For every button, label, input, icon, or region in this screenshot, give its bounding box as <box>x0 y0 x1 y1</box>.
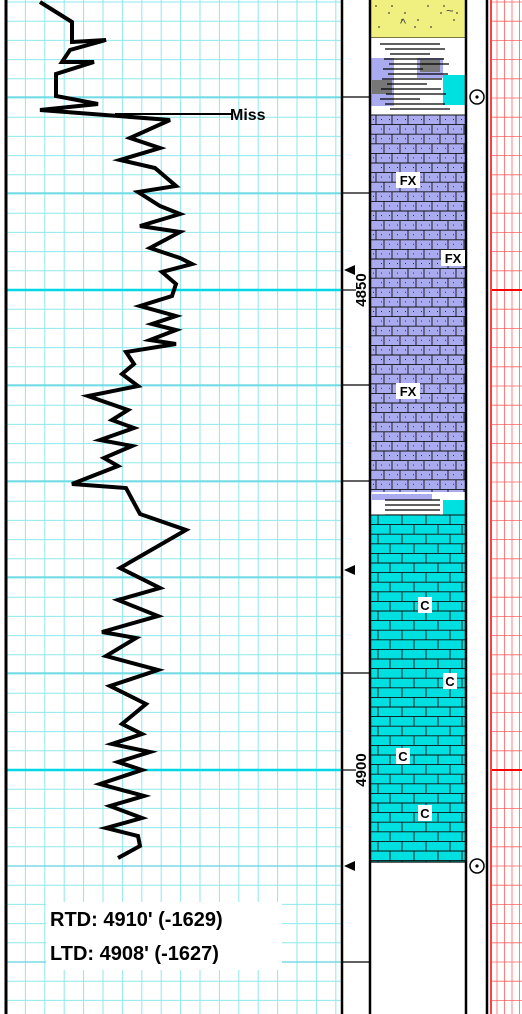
lithology-column: ^~ <box>370 0 466 863</box>
circle-markers <box>469 89 485 874</box>
depth-label-4900: 4900 <box>353 753 370 786</box>
depth-arrow-td <box>344 861 355 871</box>
svg-text:~: ~ <box>446 3 454 18</box>
sand-interval <box>370 0 466 38</box>
lithology-symbols: FX FX FX C C C C <box>396 172 465 821</box>
formation-top-label: Miss <box>230 107 266 124</box>
svg-text:^: ^ <box>400 16 407 31</box>
symbol-c-3: C <box>398 749 408 764</box>
ltd-text: LTD: 4908' (-1627) <box>50 943 219 965</box>
gamma-track-grid <box>6 0 342 1014</box>
track-borders <box>4 0 492 1014</box>
symbol-fx-3: FX <box>400 384 417 399</box>
depth-arrow-4850 <box>344 265 355 275</box>
rtd-text: RTD: 4910' (-1629) <box>50 909 223 931</box>
red-track-grid <box>491 0 522 1014</box>
symbol-fx-2: FX <box>445 251 462 266</box>
depth-arrows <box>344 265 355 871</box>
depth-arrow-mid <box>344 565 355 575</box>
depth-ticks <box>342 96 370 963</box>
gamma-ray-curve <box>38 0 198 860</box>
symbol-c-4: C <box>420 806 430 821</box>
depth-label-4850: 4850 <box>353 273 370 306</box>
symbol-fx-1: FX <box>400 173 417 188</box>
symbol-c-2: C <box>445 674 455 689</box>
symbol-c-1: C <box>420 598 430 613</box>
